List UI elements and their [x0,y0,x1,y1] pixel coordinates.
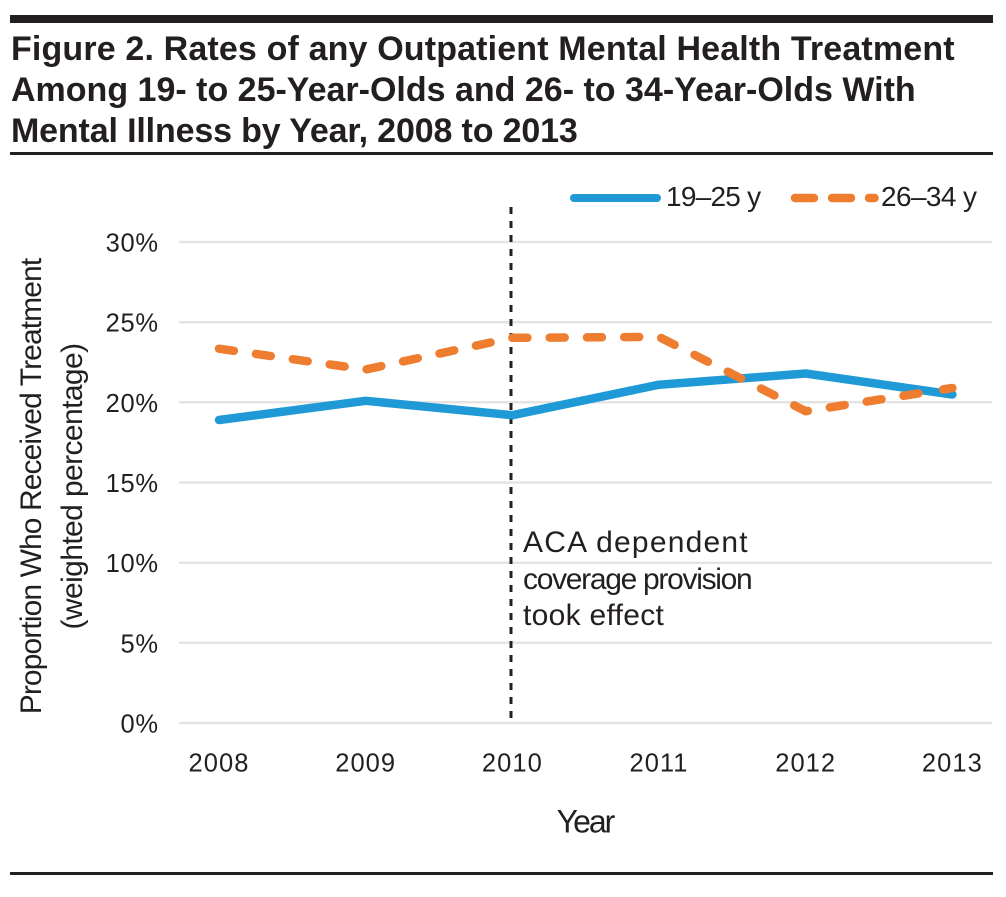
svg-text:2012: 2012 [775,750,836,778]
svg-text:Among 19- to 25-Year-Olds and: Among 19- to 25-Year-Olds and 26- to 34-… [11,71,916,109]
svg-text:(weighted percentage): (weighted percentage) [56,344,89,630]
svg-text:15%: 15% [106,470,159,498]
svg-text:took effect: took effect [523,599,665,632]
svg-text:26–34 y: 26–34 y [881,181,977,212]
svg-text:0%: 0% [121,711,159,739]
svg-text:Proportion Who Received Treatm: Proportion Who Received Treatment [15,257,48,714]
svg-text:2009: 2009 [335,750,396,778]
svg-text:2013: 2013 [922,750,983,778]
svg-text:Figure 2. Rates of any Outpati: Figure 2. Rates of any Outpatient Mental… [11,30,955,68]
svg-text:20%: 20% [106,390,159,418]
svg-text:coverage provision: coverage provision [523,563,751,596]
svg-text:19–25 y: 19–25 y [666,181,761,212]
svg-text:Mental Illness by Year, 2008 t: Mental Illness by Year, 2008 to 2013 [11,112,578,150]
svg-text:Year: Year [557,803,616,839]
svg-text:2010: 2010 [482,750,543,778]
svg-text:2008: 2008 [189,750,250,778]
svg-text:25%: 25% [106,310,159,338]
svg-text:10%: 10% [106,550,159,578]
svg-text:30%: 30% [106,229,159,257]
svg-text:5%: 5% [121,630,159,658]
svg-text:2011: 2011 [629,750,688,778]
svg-text:ACA dependent: ACA dependent [523,526,749,559]
